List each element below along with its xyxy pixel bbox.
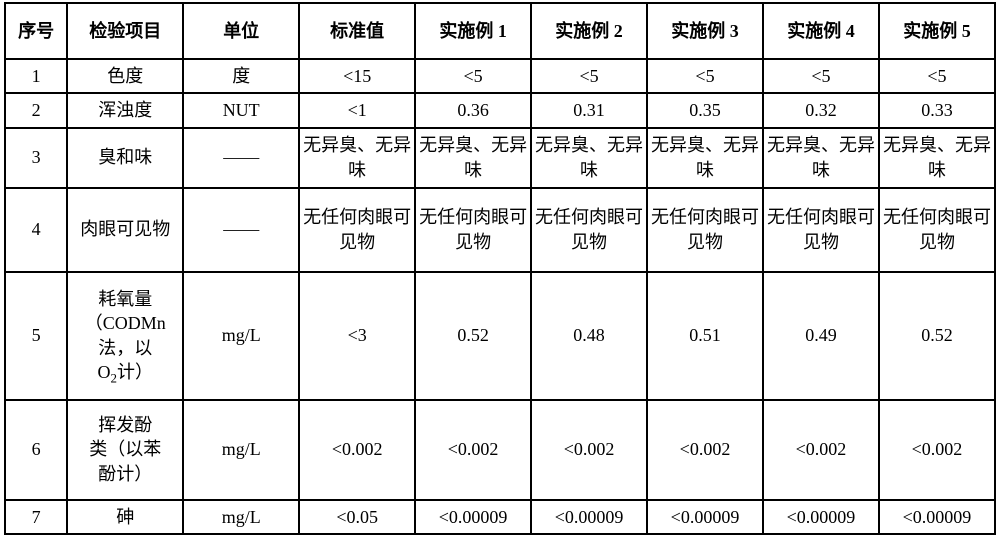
cell-unit: NUT (183, 93, 299, 127)
cell-std: <0.05 (299, 500, 415, 534)
data-table-container: 序号 检验项目 单位 标准值 实施例 1 实施例 2 实施例 3 实施例 4 实… (0, 0, 1000, 537)
cell-ex3: <5 (647, 59, 763, 93)
cell-ex4: 0.32 (763, 93, 879, 127)
cell-item: 色度 (67, 59, 183, 93)
cell-std: 无任何肉眼可见物 (299, 188, 415, 272)
table-row: 2 浑浊度 NUT <1 0.36 0.31 0.35 0.32 0.33 (5, 93, 995, 127)
cell-std: 无异臭、无异味 (299, 128, 415, 188)
cell-unit: mg/L (183, 272, 299, 400)
cell-ex2: 无异臭、无异味 (531, 128, 647, 188)
cell-std: <3 (299, 272, 415, 400)
cell-std: <15 (299, 59, 415, 93)
cell-ex3: 0.35 (647, 93, 763, 127)
table-row: 3 臭和味 —— 无异臭、无异味 无异臭、无异味 无异臭、无异味 无异臭、无异味… (5, 128, 995, 188)
cell-item: 浑浊度 (67, 93, 183, 127)
cell-ex2: 0.48 (531, 272, 647, 400)
col-header-seq: 序号 (5, 3, 67, 59)
table-row: 5 耗氧量（CODMn法，以O2计） mg/L <3 0.52 0.48 0.5… (5, 272, 995, 400)
cell-ex1: <5 (415, 59, 531, 93)
table-row: 4 肉眼可见物 —— 无任何肉眼可见物 无任何肉眼可见物 无任何肉眼可见物 无任… (5, 188, 995, 272)
cell-item: 耗氧量（CODMn法，以O2计） (67, 272, 183, 400)
cell-unit: —— (183, 128, 299, 188)
cell-ex5: 0.52 (879, 272, 995, 400)
cell-item: 砷 (67, 500, 183, 534)
cell-ex5: 0.33 (879, 93, 995, 127)
col-header-ex2: 实施例 2 (531, 3, 647, 59)
cell-ex2: <5 (531, 59, 647, 93)
table-header-row: 序号 检验项目 单位 标准值 实施例 1 实施例 2 实施例 3 实施例 4 实… (5, 3, 995, 59)
cell-ex5: 无异臭、无异味 (879, 128, 995, 188)
cell-item: 挥发酚类（以苯酚计） (67, 400, 183, 500)
cell-seq: 3 (5, 128, 67, 188)
cell-unit: 度 (183, 59, 299, 93)
cell-unit: mg/L (183, 400, 299, 500)
cell-ex2: <0.00009 (531, 500, 647, 534)
cell-ex4: 0.49 (763, 272, 879, 400)
cell-ex5: <5 (879, 59, 995, 93)
col-header-std: 标准值 (299, 3, 415, 59)
col-header-ex4: 实施例 4 (763, 3, 879, 59)
col-header-ex3: 实施例 3 (647, 3, 763, 59)
inspection-table: 序号 检验项目 单位 标准值 实施例 1 实施例 2 实施例 3 实施例 4 实… (4, 2, 996, 535)
cell-ex1: <0.00009 (415, 500, 531, 534)
cell-unit: —— (183, 188, 299, 272)
cell-std: <1 (299, 93, 415, 127)
cell-ex1: 无异臭、无异味 (415, 128, 531, 188)
cell-unit: mg/L (183, 500, 299, 534)
cell-item: 臭和味 (67, 128, 183, 188)
cell-ex3: 无任何肉眼可见物 (647, 188, 763, 272)
cell-seq: 5 (5, 272, 67, 400)
cell-ex3: 无异臭、无异味 (647, 128, 763, 188)
cell-seq: 6 (5, 400, 67, 500)
cell-ex1: 0.36 (415, 93, 531, 127)
col-header-item: 检验项目 (67, 3, 183, 59)
cell-ex3: 0.51 (647, 272, 763, 400)
col-header-ex5: 实施例 5 (879, 3, 995, 59)
cell-seq: 2 (5, 93, 67, 127)
cell-std: <0.002 (299, 400, 415, 500)
cell-ex1: <0.002 (415, 400, 531, 500)
cell-ex5: <0.00009 (879, 500, 995, 534)
table-row: 1 色度 度 <15 <5 <5 <5 <5 <5 (5, 59, 995, 93)
cell-seq: 4 (5, 188, 67, 272)
cell-ex4: <0.00009 (763, 500, 879, 534)
table-row: 6 挥发酚类（以苯酚计） mg/L <0.002 <0.002 <0.002 <… (5, 400, 995, 500)
cell-ex1: 0.52 (415, 272, 531, 400)
col-header-unit: 单位 (183, 3, 299, 59)
cell-ex2: 无任何肉眼可见物 (531, 188, 647, 272)
cell-seq: 1 (5, 59, 67, 93)
cell-ex5: 无任何肉眼可见物 (879, 188, 995, 272)
cell-ex5: <0.002 (879, 400, 995, 500)
cell-item: 肉眼可见物 (67, 188, 183, 272)
cell-ex2: <0.002 (531, 400, 647, 500)
table-row: 7 砷 mg/L <0.05 <0.00009 <0.00009 <0.0000… (5, 500, 995, 534)
cell-ex3: <0.00009 (647, 500, 763, 534)
cell-ex4: <5 (763, 59, 879, 93)
col-header-ex1: 实施例 1 (415, 3, 531, 59)
cell-ex4: <0.002 (763, 400, 879, 500)
cell-ex4: 无任何肉眼可见物 (763, 188, 879, 272)
cell-ex4: 无异臭、无异味 (763, 128, 879, 188)
cell-ex1: 无任何肉眼可见物 (415, 188, 531, 272)
cell-seq: 7 (5, 500, 67, 534)
cell-ex2: 0.31 (531, 93, 647, 127)
cell-ex3: <0.002 (647, 400, 763, 500)
